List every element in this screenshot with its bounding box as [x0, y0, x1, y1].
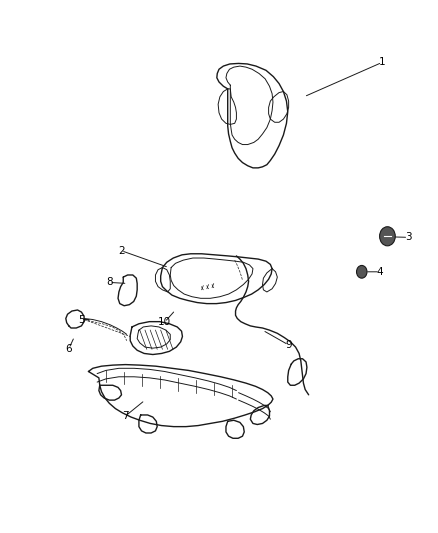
Text: 9: 9	[285, 340, 292, 350]
Text: 1: 1	[379, 58, 385, 67]
Text: 8: 8	[106, 277, 113, 287]
Text: 4: 4	[377, 267, 383, 277]
Text: 7: 7	[122, 411, 129, 421]
Circle shape	[357, 265, 367, 278]
Text: 6: 6	[66, 344, 72, 354]
Circle shape	[380, 227, 395, 246]
Text: 10: 10	[158, 317, 171, 327]
Text: 2: 2	[118, 246, 124, 256]
Text: 5: 5	[78, 314, 85, 325]
Text: 3: 3	[405, 232, 412, 243]
